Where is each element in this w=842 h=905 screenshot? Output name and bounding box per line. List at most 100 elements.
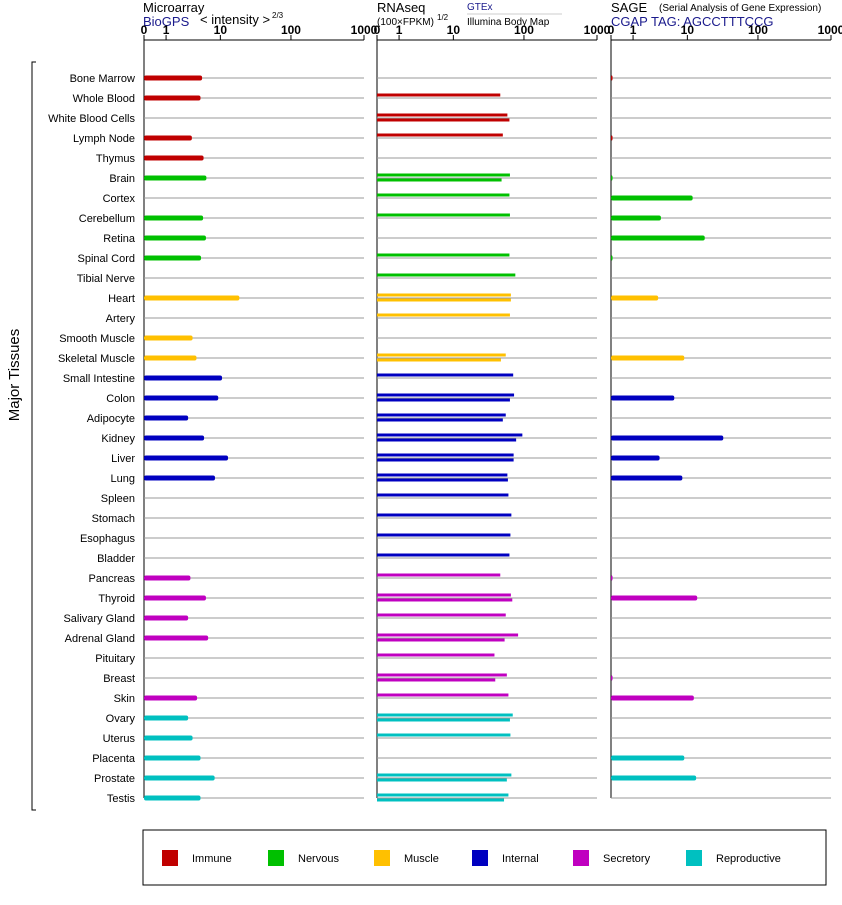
- expression-bar: [144, 175, 207, 181]
- expression-bar: [377, 718, 510, 722]
- expression-bar: [144, 235, 206, 241]
- legend-label: Immune: [192, 853, 232, 865]
- expression-bar: [377, 513, 512, 517]
- legend-label: Nervous: [298, 853, 339, 865]
- expression-bar: [144, 255, 202, 261]
- tissue-bracket: [31, 61, 36, 811]
- expression-bar: [377, 493, 509, 497]
- expression-bar: [377, 458, 514, 462]
- tissue-label: Esophagus: [80, 533, 136, 545]
- expression-bar: [144, 695, 198, 701]
- expression-bar: [377, 438, 517, 442]
- expression-bar: [377, 613, 506, 617]
- expression-bar: [144, 595, 206, 601]
- expression-bar: [377, 353, 506, 357]
- expression-bar: [611, 215, 661, 221]
- tissue-label: Uterus: [103, 733, 136, 745]
- tissue-label: Spleen: [101, 493, 135, 505]
- tissue-label: Smooth Muscle: [59, 333, 135, 345]
- expression-bar: [144, 775, 215, 781]
- expression-bar: [377, 173, 510, 177]
- legend-label: Secretory: [603, 853, 651, 865]
- expression-bar: [611, 755, 685, 761]
- expression-bar: [144, 635, 209, 641]
- tissue-label: Placenta: [92, 753, 136, 765]
- sage-tag: CGAP TAG: AGCCTTTCCG: [611, 14, 774, 29]
- tissue-label: Artery: [106, 313, 136, 325]
- expression-bar: [377, 633, 519, 637]
- tissue-label: White Blood Cells: [48, 113, 135, 125]
- tissue-label: Ovary: [106, 713, 136, 725]
- tissue-label: Prostate: [94, 773, 135, 785]
- rnaseq-title: RNAseq: [377, 0, 425, 15]
- expression-bar: [611, 355, 685, 361]
- tissue-label: Skeletal Muscle: [58, 353, 135, 365]
- tissue-label: Whole Blood: [73, 93, 135, 105]
- expression-bar: [611, 135, 613, 141]
- expression-bar: [611, 75, 613, 81]
- expression-bar: [611, 235, 705, 241]
- expression-bar: [144, 295, 240, 301]
- rnaseq-source-gtex: GTEx: [467, 2, 493, 13]
- expression-bar: [377, 778, 507, 782]
- x-tick-label: 10: [447, 23, 461, 37]
- x-tick-label: 10: [681, 23, 695, 37]
- expression-bar: [377, 533, 511, 537]
- expression-bar: [377, 413, 506, 417]
- legend-swatch: [472, 850, 488, 866]
- legend-swatch: [268, 850, 284, 866]
- expression-bar: [611, 175, 613, 181]
- expression-bar: [377, 673, 507, 677]
- expression-bar: [611, 195, 693, 201]
- expression-bar: [377, 313, 510, 317]
- expression-bar: [611, 595, 698, 601]
- tissue-label: Spinal Cord: [78, 253, 135, 265]
- x-tick-label: 1: [396, 23, 403, 37]
- x-tick-label: 10: [214, 23, 228, 37]
- expression-bar: [377, 638, 505, 642]
- x-tick-label: 1: [630, 23, 637, 37]
- legend-label: Muscle: [404, 853, 439, 865]
- x-tick-label: 0: [141, 23, 148, 37]
- tissue-label: Cortex: [103, 193, 136, 205]
- tissue-label: Pancreas: [89, 573, 136, 585]
- expression-bar: [377, 298, 511, 302]
- legend: Immune Nervous Muscle Internal Secretory Repr…: [162, 850, 781, 866]
- tissue-label: Breast: [103, 673, 135, 685]
- expression-bar: [377, 713, 513, 717]
- expression-bar: [144, 755, 201, 761]
- expression-bar: [377, 678, 496, 682]
- expression-bar: [611, 435, 724, 441]
- expression-bar: [144, 215, 204, 221]
- expression-bar: [377, 113, 508, 117]
- rnaseq-scale-exponent: 1/2: [437, 13, 449, 22]
- tissue-label: Colon: [106, 393, 135, 405]
- tissue-label: Adipocyte: [87, 413, 135, 425]
- legend-box: [142, 829, 827, 886]
- expression-bar: [144, 575, 191, 581]
- expression-bar: [377, 398, 510, 402]
- tissue-label: Heart: [108, 293, 135, 305]
- expression-bar: [611, 775, 697, 781]
- microarray-title: Microarray: [143, 0, 205, 15]
- expression-bar: [611, 575, 613, 581]
- expression-bar: [144, 95, 201, 101]
- tissue-label: Retina: [103, 233, 136, 245]
- tissue-label: Pituitary: [95, 653, 135, 665]
- x-tick-label: 100: [748, 23, 768, 37]
- rnaseq-source-bodymap: Illumina Body Map: [467, 17, 550, 28]
- expression-bar: [377, 478, 508, 482]
- expression-bar: [611, 455, 660, 461]
- x-tick-label: 0: [608, 23, 615, 37]
- expression-bar: [144, 75, 203, 81]
- expression-bar: [377, 773, 512, 777]
- expression-bar: [377, 593, 511, 597]
- expression-bar: [377, 393, 515, 397]
- legend-swatch: [374, 850, 390, 866]
- tissue-label: Thymus: [96, 153, 136, 165]
- x-tick-label: 0: [374, 23, 381, 37]
- x-tick-label: 1000: [584, 23, 611, 37]
- tissue-label: Cerebellum: [79, 213, 135, 225]
- tissue-label: Tibial Nerve: [77, 273, 135, 285]
- expression-bar: [377, 598, 513, 602]
